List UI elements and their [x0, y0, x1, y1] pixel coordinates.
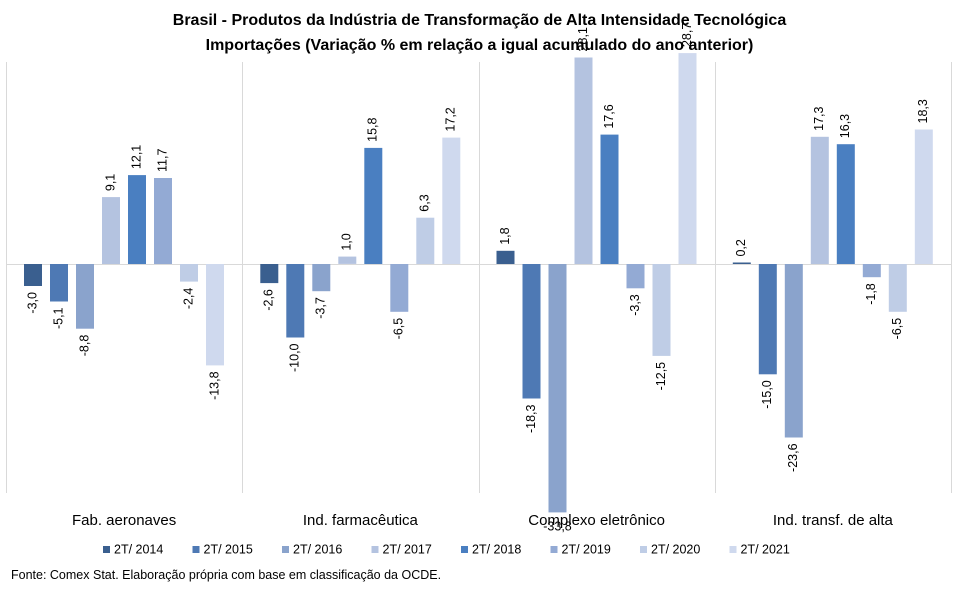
data-label: -8,8	[77, 335, 91, 357]
data-label: 12,1	[129, 145, 143, 169]
bar	[678, 53, 697, 264]
bar	[732, 262, 751, 264]
legend-swatch	[640, 546, 647, 553]
data-label: -2,6	[262, 289, 276, 311]
data-label: 28,1	[576, 27, 590, 51]
legend-swatch	[729, 546, 737, 553]
bar	[548, 264, 567, 513]
bar	[600, 134, 619, 264]
data-label: 17,2	[444, 107, 458, 131]
legend-label: 2T/ 2020	[651, 542, 700, 556]
bar	[626, 264, 645, 289]
legend-swatch	[371, 546, 379, 553]
bar	[338, 256, 357, 264]
data-label: 1,8	[498, 227, 512, 244]
category-label: Ind. transf. de alta	[773, 512, 894, 529]
data-label: -2,4	[181, 288, 195, 310]
legend-label: 2T/ 2018	[472, 542, 521, 556]
bar	[76, 264, 94, 329]
bar	[496, 250, 515, 264]
data-label: -13,8	[207, 371, 221, 400]
bar	[180, 264, 198, 282]
source-note: Fonte: Comex Stat. Elaboração própria co…	[11, 568, 442, 582]
bar	[206, 264, 224, 366]
bar	[286, 264, 305, 338]
bar	[416, 217, 435, 264]
data-label: -3,3	[628, 294, 642, 316]
legend-swatch	[282, 546, 289, 553]
bar	[914, 129, 933, 264]
legend-swatch	[461, 546, 468, 553]
legend-swatch	[192, 546, 200, 553]
legend-label: 2T/ 2014	[114, 542, 163, 556]
data-label: 18,3	[916, 99, 930, 123]
bar	[260, 264, 279, 284]
legend-label: 2T/ 2016	[293, 542, 342, 556]
category-label: Fab. aeronaves	[72, 512, 176, 529]
bar	[784, 264, 803, 438]
bar	[888, 264, 907, 312]
bar	[810, 136, 829, 264]
data-label: 17,3	[812, 106, 826, 130]
bar	[312, 264, 331, 292]
data-label: -3,0	[25, 292, 39, 314]
bar	[24, 264, 42, 286]
data-label: -6,5	[392, 318, 406, 340]
bar	[128, 175, 146, 264]
bar	[364, 147, 383, 264]
data-label: -12,5	[654, 362, 668, 391]
data-label: 6,3	[418, 194, 432, 211]
data-label: 0,2	[734, 239, 748, 256]
data-label: 16,3	[838, 114, 852, 138]
bar	[390, 264, 409, 312]
data-label: -6,5	[890, 318, 904, 340]
legend-label: 2T/ 2021	[741, 542, 790, 556]
data-label: -10,0	[288, 343, 302, 372]
legend-swatch	[550, 546, 558, 553]
bar	[652, 264, 671, 356]
data-label: 17,6	[602, 104, 616, 128]
data-label: -5,1	[51, 307, 65, 329]
data-label: -15,0	[760, 380, 774, 409]
data-label: -23,6	[786, 443, 800, 472]
bar	[102, 197, 120, 264]
bar	[154, 178, 172, 264]
category-label: Ind. farmacêutica	[303, 512, 419, 529]
legend-label: 2T/ 2015	[204, 542, 253, 556]
legend-label: 2T/ 2019	[562, 542, 611, 556]
bar	[574, 57, 593, 264]
bar	[758, 264, 777, 375]
bar	[862, 264, 881, 278]
chart-title: Brasil - Produtos da Indústria de Transf…	[172, 12, 787, 29]
category-label: Complexo eletrônico	[528, 512, 665, 529]
chart-subtitle: Importações (Variação % em relação a igu…	[205, 37, 754, 54]
bar	[442, 137, 461, 264]
data-label: 1,0	[340, 233, 354, 250]
bar	[836, 144, 855, 264]
data-label: -18,3	[524, 404, 538, 433]
data-label: 11,7	[155, 149, 169, 172]
bar	[522, 264, 541, 399]
data-label: 15,8	[366, 117, 380, 141]
data-label: -3,7	[314, 297, 328, 319]
legend-label: 2T/ 2017	[383, 542, 432, 556]
legend-swatch	[103, 546, 110, 553]
bar	[50, 264, 68, 302]
data-label: -33,8	[543, 519, 572, 533]
data-label: -1,8	[864, 283, 878, 305]
data-label: 9,1	[103, 174, 117, 191]
data-label: 28,7	[680, 23, 694, 47]
